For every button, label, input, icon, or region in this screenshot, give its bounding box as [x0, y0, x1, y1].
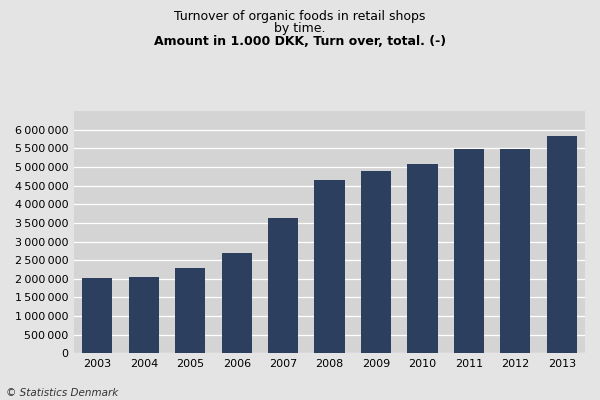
- Bar: [175, 268, 205, 354]
- Bar: [500, 150, 530, 354]
- Bar: [314, 180, 344, 354]
- Bar: [82, 278, 112, 354]
- Bar: [547, 136, 577, 354]
- Bar: [361, 172, 391, 354]
- Bar: [407, 164, 437, 354]
- Text: Turnover of organic foods in retail shops: Turnover of organic foods in retail shop…: [175, 10, 425, 23]
- Text: by time.: by time.: [274, 22, 326, 35]
- Bar: [454, 150, 484, 354]
- Bar: [268, 218, 298, 354]
- Bar: [129, 277, 159, 354]
- Bar: [221, 253, 252, 354]
- Text: Amount in 1.000 DKK, Turn over, total. (-): Amount in 1.000 DKK, Turn over, total. (…: [154, 35, 446, 48]
- Text: © Statistics Denmark: © Statistics Denmark: [6, 388, 118, 398]
